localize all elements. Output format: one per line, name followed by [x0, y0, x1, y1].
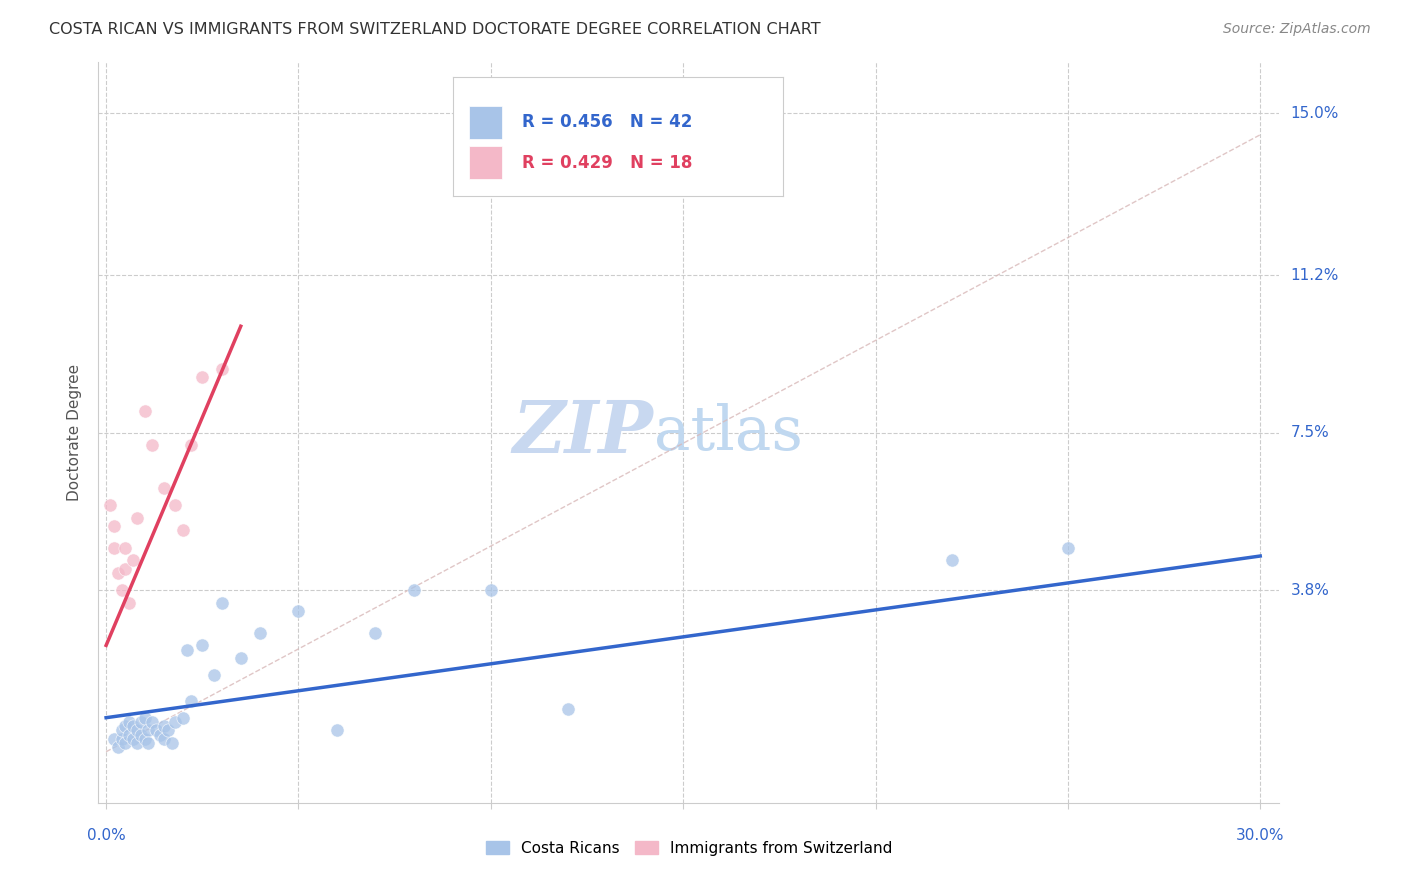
Point [211, 596, 233, 610]
Point [107, 566, 129, 580]
Point [122, 731, 145, 746]
Text: ZIP: ZIP [513, 397, 654, 468]
Text: Source: ZipAtlas.com: Source: ZipAtlas.com [1223, 22, 1371, 37]
Point [122, 719, 145, 733]
Point [180, 694, 202, 708]
Point [141, 438, 163, 452]
Point [165, 498, 187, 512]
Point [114, 541, 136, 555]
Point [125, 510, 148, 524]
Point [122, 553, 145, 567]
Text: 7.5%: 7.5% [1291, 425, 1329, 440]
Point [103, 731, 125, 746]
Text: 0.0%: 0.0% [87, 828, 125, 843]
Point [172, 711, 194, 725]
Point [129, 714, 152, 729]
Point [479, 582, 502, 597]
Point [326, 723, 349, 738]
Text: 15.0%: 15.0% [1291, 106, 1339, 121]
Point [129, 728, 152, 742]
Point [114, 719, 136, 733]
Point [191, 370, 214, 384]
Point [134, 731, 156, 746]
Point [202, 668, 225, 682]
Point [156, 723, 179, 738]
Point [134, 404, 156, 418]
Point [110, 731, 132, 746]
Text: 30.0%: 30.0% [1236, 828, 1285, 843]
Text: COSTA RICAN VS IMMIGRANTS FROM SWITZERLAND DOCTORATE DEGREE CORRELATION CHART: COSTA RICAN VS IMMIGRANTS FROM SWITZERLA… [49, 22, 821, 37]
Point [134, 711, 156, 725]
Text: 3.8%: 3.8% [1291, 582, 1330, 598]
Point [176, 642, 198, 657]
Point [145, 723, 167, 738]
Point [557, 702, 579, 716]
Point [153, 719, 176, 733]
Point [125, 736, 148, 750]
Point [364, 625, 387, 640]
Point [110, 582, 132, 597]
Point [118, 714, 141, 729]
Text: 11.2%: 11.2% [1291, 268, 1339, 283]
Point [114, 736, 136, 750]
Point [211, 361, 233, 376]
Point [98, 498, 121, 512]
Point [141, 714, 163, 729]
Point [107, 740, 129, 755]
Legend: Costa Ricans, Immigrants from Switzerland: Costa Ricans, Immigrants from Switzerlan… [479, 835, 898, 862]
Point [138, 736, 160, 750]
Point [249, 625, 271, 640]
Point [160, 736, 183, 750]
Point [287, 604, 309, 618]
Point [118, 596, 141, 610]
Point [110, 723, 132, 738]
Point [149, 728, 172, 742]
Point [402, 582, 425, 597]
Point [172, 524, 194, 538]
Point [153, 731, 176, 746]
Point [941, 553, 963, 567]
Point [153, 481, 176, 495]
Point [229, 651, 252, 665]
Point [138, 723, 160, 738]
Y-axis label: Doctorate Degree: Doctorate Degree [67, 364, 83, 501]
Point [165, 714, 187, 729]
Point [1057, 541, 1080, 555]
Text: atlas: atlas [654, 402, 803, 463]
Point [103, 541, 125, 555]
Point [118, 728, 141, 742]
Point [103, 519, 125, 533]
Point [191, 639, 214, 653]
Point [114, 562, 136, 576]
Point [125, 723, 148, 738]
Point [180, 438, 202, 452]
